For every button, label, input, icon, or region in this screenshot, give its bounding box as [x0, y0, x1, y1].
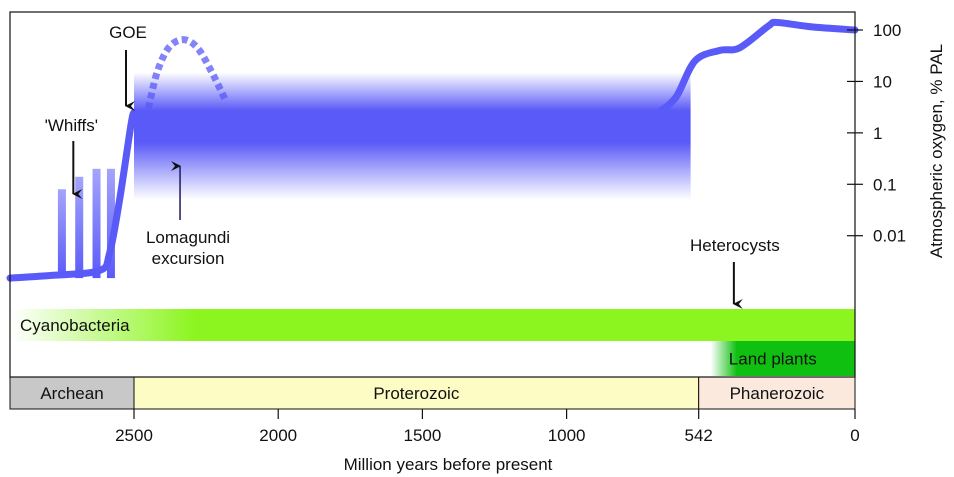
cyanobacteria-label: Cyanobacteria — [20, 316, 130, 335]
y-tick-label: 100 — [873, 21, 901, 40]
eon-phanerozoic — [698, 376, 856, 410]
land-plants-label: Land plants — [729, 350, 817, 369]
whiffs-label: 'Whiffs' — [45, 116, 98, 135]
oxygen-curve-archean — [6, 108, 138, 282]
y-tick-label: 1 — [873, 124, 882, 143]
x-tick-label: 0 — [850, 426, 859, 445]
plot-frame — [9, 11, 856, 378]
whiff-bar-4 — [106, 168, 115, 279]
y-tick-label: 0.1 — [873, 175, 897, 194]
x-tick-label: 1500 — [403, 426, 441, 445]
x-axis-label: Million years before present — [344, 455, 553, 474]
eon-label-proterozoic: Proterozoic — [373, 384, 459, 403]
y-tick-label: 10 — [873, 72, 892, 91]
whiff-bar-3 — [92, 168, 101, 279]
lomagundi-label-line1: Lomagundi — [146, 228, 230, 247]
whiff-bar-2 — [75, 176, 84, 279]
goe-label: GOE — [109, 23, 147, 42]
eon-label-phanerozoic: Phanerozoic — [730, 384, 825, 403]
y-tick-label: 0.01 — [873, 227, 906, 246]
x-tick-label: 2500 — [115, 426, 153, 445]
y-axis-label: Atmospheric oxygen, % PAL — [927, 44, 946, 258]
land-plants-bar — [710, 341, 855, 376]
oxygen-uncertainty-band — [134, 72, 691, 200]
x-tick-label: 2000 — [259, 426, 297, 445]
oxygen-curve-phanerozoic — [655, 18, 859, 116]
lomagundi-excursion-curve — [145, 36, 230, 110]
cyanobacteria-bar — [10, 309, 855, 341]
lomagundi-label-line2: excursion — [152, 249, 225, 268]
whiff-bar-1 — [57, 189, 66, 279]
eon-label-archean: Archean — [40, 384, 103, 403]
eon-archean — [9, 376, 135, 410]
x-tick-label: 1000 — [548, 426, 586, 445]
x-tick-label: 542 — [685, 426, 713, 445]
heterocysts-label: Heterocysts — [690, 236, 780, 255]
